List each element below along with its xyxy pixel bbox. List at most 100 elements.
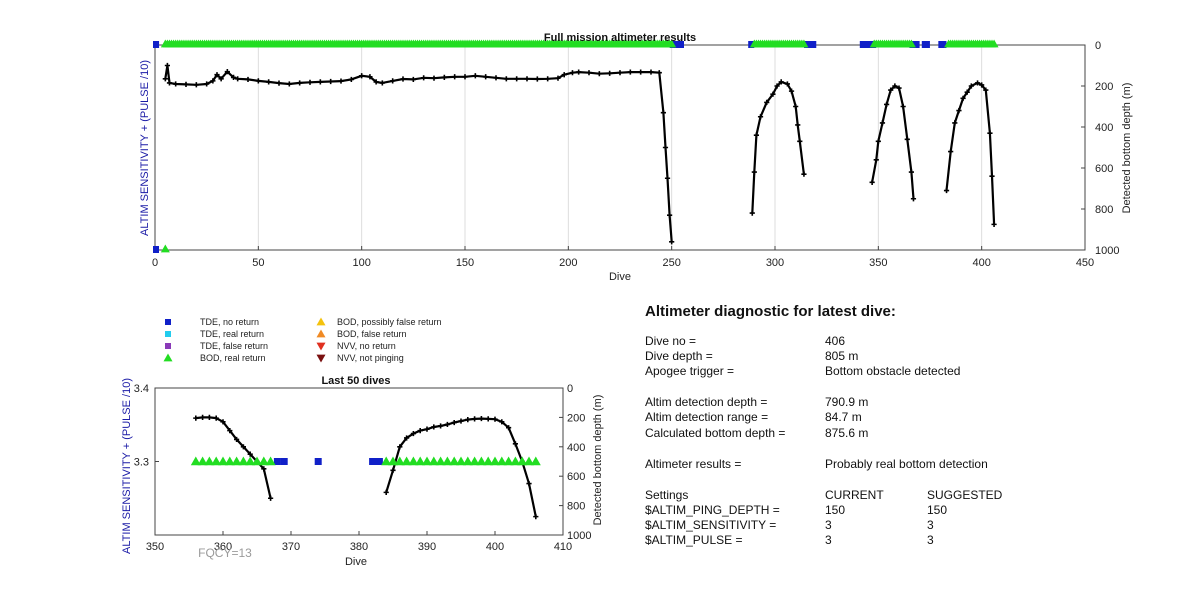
top-y-tick-label: 600 bbox=[1095, 163, 1113, 175]
diagnostic-rows: Dive no = 406 Dive depth = 805 m Apogee trig… bbox=[645, 334, 988, 471]
bottom-right-y-tick-label: 1000 bbox=[567, 530, 591, 542]
bod-real-return-marker bbox=[483, 456, 494, 466]
depth-point bbox=[317, 79, 323, 85]
bod-real-return-marker bbox=[442, 456, 453, 466]
depth-point bbox=[795, 122, 801, 128]
bod-real-return-marker bbox=[238, 456, 249, 466]
setting-suggested: 150 bbox=[927, 503, 947, 517]
last-50-dives-chart: 350 360 370 380 390 400 410 3.4 3.3 0 200 400 600 8… bbox=[121, 375, 604, 568]
depth-point bbox=[991, 221, 997, 227]
setting-name: $ALTIM_PING_DEPTH = bbox=[645, 503, 780, 517]
depth-point bbox=[328, 78, 334, 85]
depth-point bbox=[410, 76, 416, 83]
bottom-right-y-tick-label: 800 bbox=[567, 501, 585, 513]
depth-point bbox=[884, 101, 890, 108]
bod-real-return-marker bbox=[231, 456, 242, 466]
bottom-x-tick-label: 370 bbox=[282, 541, 300, 553]
depth-point bbox=[875, 138, 881, 144]
diagnostic-value: Bottom obstacle detected bbox=[825, 364, 960, 378]
tde-no-return-marker bbox=[804, 41, 817, 48]
depth-point bbox=[948, 149, 954, 155]
depth-point bbox=[183, 81, 189, 87]
depth-point bbox=[561, 72, 567, 78]
depth-point bbox=[410, 430, 416, 437]
bod-real-return-marker bbox=[428, 456, 439, 466]
setting-current: 150 bbox=[825, 503, 845, 517]
depth-point bbox=[213, 415, 219, 421]
depth-point bbox=[904, 136, 910, 142]
legend-label: BOD, possibly false return bbox=[337, 317, 442, 327]
top-chart-x-ticks: 0 50 100 150 200 250 300 350 400 450 bbox=[152, 246, 1094, 269]
depth-point bbox=[210, 78, 216, 84]
legend-label: BOD, real return bbox=[200, 353, 266, 363]
depth-point bbox=[462, 74, 468, 80]
bod-real-return-bottom-marker bbox=[160, 244, 170, 253]
depth-point bbox=[266, 79, 272, 85]
tde-no-return-marker bbox=[938, 41, 947, 48]
depth-line-segment bbox=[751, 80, 805, 214]
depth-point bbox=[662, 144, 669, 151]
settings-header-current: CURRENT bbox=[825, 488, 884, 502]
tde-no-return-marker bbox=[748, 41, 755, 48]
depth-point bbox=[533, 514, 539, 520]
settings-header-suggested: SUGGESTED bbox=[927, 488, 1003, 502]
bottom-chart-x-ticks: 350 360 370 380 390 400 410 bbox=[146, 531, 572, 553]
top-y-tick-label: 200 bbox=[1095, 81, 1113, 93]
bottom-right-y-tick-label: 0 bbox=[567, 383, 573, 395]
depth-point bbox=[451, 419, 457, 426]
depth-point bbox=[424, 426, 430, 432]
depth-point bbox=[247, 451, 253, 457]
depth-point bbox=[607, 70, 613, 76]
depth-point bbox=[431, 424, 437, 430]
diagnostic-value: 875.6 m bbox=[825, 426, 868, 440]
depth-point bbox=[348, 76, 354, 83]
depth-point bbox=[526, 480, 532, 487]
depth-point bbox=[586, 70, 592, 76]
top-chart-return-markers bbox=[153, 39, 999, 48]
bottom-right-y-tick-label: 400 bbox=[567, 442, 585, 454]
depth-point bbox=[240, 444, 246, 450]
depth-point bbox=[404, 435, 410, 441]
depth-point bbox=[869, 179, 875, 185]
bod-real-return-marker bbox=[245, 456, 256, 466]
tde-no-return-marker bbox=[909, 41, 920, 48]
depth-point bbox=[638, 69, 644, 75]
depth-point bbox=[968, 83, 974, 89]
depth-point bbox=[485, 416, 491, 422]
fqcy-annotation: FQCY=13 bbox=[198, 546, 252, 560]
bottom-chart-return-markers bbox=[190, 456, 541, 466]
tde-no-return-marker bbox=[669, 41, 684, 48]
top-x-tick-label: 350 bbox=[869, 257, 887, 269]
top-chart-y-ticks: 0 200 400 600 800 1000 bbox=[1081, 40, 1119, 257]
depth-point bbox=[493, 75, 499, 81]
depth-point bbox=[472, 73, 478, 79]
depth-point bbox=[492, 416, 498, 422]
legend-label: TDE, no return bbox=[200, 317, 259, 327]
depth-point bbox=[400, 76, 406, 82]
bod-real-return-marker bbox=[218, 456, 228, 466]
legend-triangle-up-marker bbox=[163, 353, 173, 362]
depth-line-segment bbox=[195, 416, 272, 499]
depth-point bbox=[797, 138, 803, 144]
depth-point bbox=[173, 81, 179, 87]
tde-no-return-marker bbox=[314, 458, 322, 465]
top-y-tick-label: 400 bbox=[1095, 122, 1113, 134]
depth-point bbox=[472, 416, 478, 422]
depth-point bbox=[908, 169, 914, 175]
bod-real-return-marker bbox=[415, 456, 426, 466]
bod-real-return-marker bbox=[211, 456, 222, 466]
bod-real-return-marker bbox=[204, 456, 215, 466]
bottom-x-tick-label: 400 bbox=[486, 541, 504, 553]
bod-real-return-marker bbox=[422, 456, 432, 466]
depth-point bbox=[444, 421, 450, 428]
depth-point bbox=[230, 74, 237, 80]
depth-point bbox=[338, 78, 344, 84]
bottom-chart-left-y-label: ALTIM SENSITIVITY + (PULSE /10) bbox=[121, 378, 133, 554]
depth-point bbox=[596, 71, 602, 77]
depth-point bbox=[417, 428, 423, 434]
bod-real-return-marker bbox=[381, 456, 392, 466]
bod-real-return-marker bbox=[490, 456, 500, 466]
top-x-tick-label: 100 bbox=[352, 257, 370, 269]
top-x-tick-label: 450 bbox=[1076, 257, 1094, 269]
depth-point bbox=[778, 79, 784, 85]
